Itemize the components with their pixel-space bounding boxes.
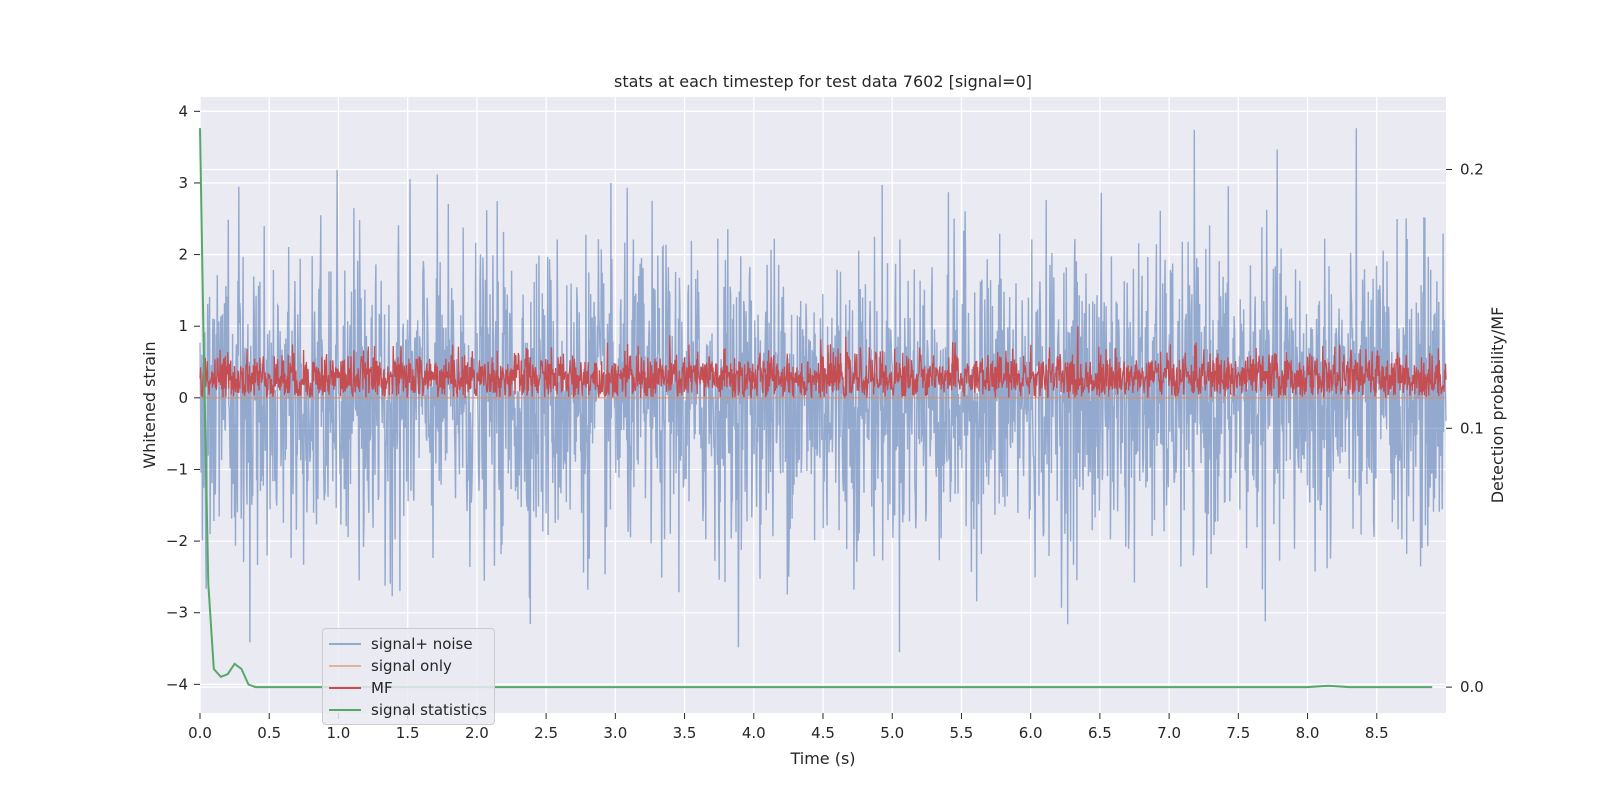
y-axis-right: 0.2 0.1 0.0: [1446, 160, 1484, 696]
legend-swatch: [329, 687, 361, 689]
y-tick-label: −4: [166, 675, 188, 693]
legend-label: signal+ noise: [371, 635, 473, 653]
legend-item: signal statistics: [329, 699, 488, 721]
series-mf: [199, 326, 1447, 399]
y-tick-label: 0: [178, 389, 188, 407]
x-tick-label: 2.0: [465, 724, 489, 742]
legend-item: MF: [329, 677, 488, 699]
x-tick-label: 4.5: [811, 724, 835, 742]
legend-item: signal only: [329, 655, 488, 677]
series-signal-plus-noise: [199, 128, 1447, 653]
legend-label: signal statistics: [371, 701, 488, 719]
x-tick-label: 2.5: [534, 724, 558, 742]
legend-label: MF: [371, 679, 393, 697]
x-tick-label: 4.0: [742, 724, 766, 742]
x-tick-label: 8.5: [1365, 724, 1389, 742]
x-tick-label: 1.0: [327, 724, 351, 742]
y-tick-label: 1: [178, 317, 188, 335]
x-tick-label: 3.5: [673, 724, 697, 742]
x-tick-label: 6.5: [1088, 724, 1112, 742]
x-tick-label: 5.0: [880, 724, 904, 742]
series-signal-statistics: [199, 128, 1433, 689]
y-tick-label: 4: [178, 102, 188, 120]
x-tick-label: 6.0: [1019, 724, 1043, 742]
y-tick-label: −3: [166, 604, 188, 622]
x-tick-label: 3.0: [603, 724, 627, 742]
x-tick-label: 1.5: [396, 724, 420, 742]
x-tick-label: 8.0: [1296, 724, 1320, 742]
y-tick-label: −1: [166, 460, 188, 478]
line-mf: [199, 326, 1447, 399]
x-tick-label: 7.5: [1226, 724, 1250, 742]
x-tick-label: 0.5: [257, 724, 281, 742]
y-axis-left: 4 3 2 1 0 −1 −2 −3 −4: [166, 102, 200, 693]
y-tick-label: −2: [166, 532, 188, 550]
legend-item: signal+ noise: [329, 633, 488, 655]
y-axis-right-label: Detection probability/MF: [1488, 307, 1507, 504]
y-tick-label: 3: [178, 174, 188, 192]
legend-swatch: [329, 709, 361, 711]
x-axis: 0.0 0.5 1.0 1.5 2.0 2.5 3.0 3.5 4.0 4.5 5.0 5.5 6.0 6…: [188, 713, 1389, 742]
x-tick-label: 7.0: [1157, 724, 1181, 742]
legend-label: signal only: [371, 657, 452, 675]
chart-title: stats at each timestep for test data 760…: [614, 72, 1032, 91]
legend-swatch: [329, 665, 361, 667]
y-right-tick-label: 0.2: [1460, 160, 1484, 178]
legend: signal+ noise signal only MF signal stat…: [322, 628, 495, 725]
y-right-tick-label: 0.1: [1460, 419, 1484, 437]
x-tick-label: 0.0: [188, 724, 212, 742]
line-signal-statistics: [199, 128, 1433, 689]
y-axis-label: Whitened strain: [140, 341, 159, 468]
y-right-tick-label: 0.0: [1460, 678, 1484, 696]
line-signal-plus-noise: [199, 128, 1447, 653]
x-axis-label: Time (s): [789, 749, 855, 768]
legend-swatch: [329, 643, 361, 645]
y-tick-label: 2: [178, 246, 188, 264]
x-tick-label: 5.5: [950, 724, 974, 742]
